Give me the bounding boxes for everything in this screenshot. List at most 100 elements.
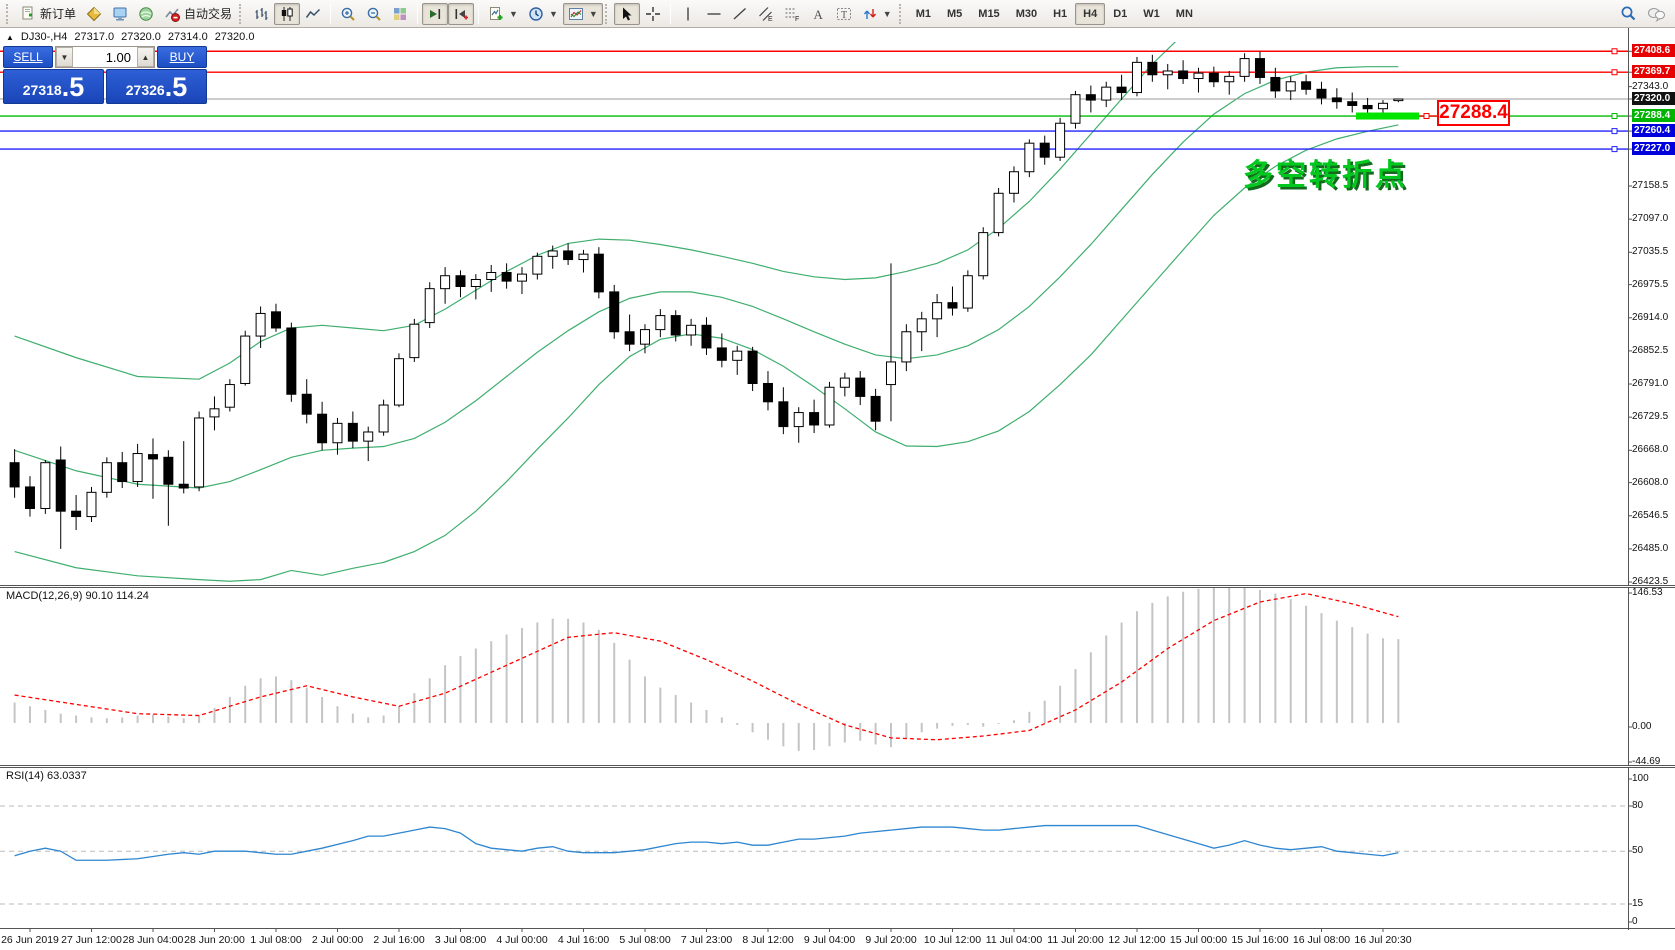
price-scale-border [1628,28,1629,930]
line-handle[interactable] [1611,146,1618,153]
equidistant-channel-button[interactable]: E [753,3,779,25]
trendline-button[interactable] [727,3,753,25]
chart-shift-button[interactable] [448,2,475,25]
chart-window: ▲ DJ30-,H4 27317.0 27320.0 27314.0 27320… [0,28,1675,950]
timeframe-m1[interactable]: M1 [915,7,931,20]
terminal-button[interactable] [107,3,133,25]
zoom-in-button[interactable] [335,3,361,25]
time-axis-label: 26 Jun 2019 [1,934,59,946]
auto-scroll-button[interactable] [422,2,449,25]
line-handle[interactable] [1611,113,1618,120]
high-value: 27320.0 [121,31,161,43]
price-tick-label: 27343.0 [1632,80,1669,92]
arrows-button[interactable]: ▼ [857,3,897,25]
periods-button[interactable]: ▼ [523,3,563,25]
time-axis-label: 8 Jul 12:00 [742,934,794,946]
text-button[interactable]: A [805,3,831,25]
search-button[interactable] [1615,3,1642,25]
templates-icon [568,7,583,20]
crosshair-button[interactable] [640,3,666,25]
volume-stepper: ▼ ▲ [55,46,155,68]
svg-text:F: F [795,16,799,22]
cursor-button[interactable] [613,2,640,25]
highlight-segment[interactable] [1356,112,1419,120]
rsi-scale-label: 50 [1632,845,1644,856]
text-label-button[interactable]: T [831,3,857,25]
timeframe-m5[interactable]: M5 [947,7,963,20]
timeframe-m30[interactable]: M30 [1015,7,1038,20]
bollinger-middle-band[interactable] [14,66,1399,489]
turning-point-annotation: 多空转折点 [1243,159,1408,192]
time-axis-label: 16 Jul 20:30 [1354,934,1412,946]
line-handle[interactable] [1611,69,1618,76]
add-indicator-button[interactable]: ▼ [483,3,523,25]
price-tick-label: 26914.0 [1632,311,1669,323]
volume-decrease-button[interactable]: ▼ [56,47,73,67]
chevron-down-icon: ▼ [509,8,518,19]
candlestick-chart-icon [281,6,293,21]
bollinger-upper-band[interactable] [14,28,1399,380]
macd-scale-label: 0.00 [1632,721,1652,732]
vertical-line-button[interactable] [675,3,701,25]
chevron-down-icon: ▼ [882,8,892,19]
price-tick-label: 26608.0 [1632,476,1669,488]
bar-chart-button[interactable] [248,3,274,25]
time-axis-label: 11 Jul 20:00 [1047,934,1104,946]
volume-input[interactable] [73,47,137,67]
toolbar-grip[interactable] [239,3,244,24]
macd-pane-splitter[interactable] [0,585,1675,588]
timeframe-h1[interactable]: H1 [1053,7,1068,20]
diamond-icon [86,6,102,21]
channel-icon: E [758,6,773,22]
metaeditor-button[interactable] [81,3,107,25]
timeframe-mn[interactable]: MN [1175,7,1193,20]
macd-signal-line[interactable] [14,592,1399,741]
macd-pane-layer [13,588,1400,751]
zoom-out-button[interactable] [361,3,387,25]
close-value: 27320.0 [214,31,255,43]
volume-increase-button[interactable]: ▲ [137,47,154,67]
timeframe-m15[interactable]: M15 [978,7,1000,20]
price-tick-label: 26546.5 [1632,509,1669,521]
callout-handle[interactable] [1423,113,1430,120]
chart-canvas[interactable] [0,28,1675,950]
time-axis[interactable]: 26 Jun 2019 27 Jun 12:00 28 Jun 04:00 28 Ju… [0,932,1675,950]
toolbar-grip[interactable] [898,3,904,24]
time-axis-label: 10 Jul 12:00 [923,934,982,946]
text-label-icon: T [836,7,851,21]
toolbar-grip[interactable] [6,3,11,24]
toolbar-grip[interactable] [604,3,610,24]
price-callout-box[interactable]: 27288.4 [1437,100,1510,126]
rsi-pane-splitter[interactable] [0,765,1675,768]
timeframe-w1[interactable]: W1 [1143,7,1160,20]
signals-button[interactable] [133,3,159,25]
price-tick-label: 26791.0 [1632,378,1669,390]
rsi-scale-label: 80 [1632,800,1644,811]
timeframe-h4[interactable]: H4 [1075,2,1106,25]
fibonacci-button[interactable]: F [779,3,805,25]
rsi-line[interactable] [14,824,1399,861]
sell-button[interactable]: SELL [3,46,53,68]
toolbar-separator [669,3,671,24]
timeframe-d1[interactable]: D1 [1113,7,1128,20]
toolbar-separator [478,3,480,24]
sell-price-box[interactable]: 27318 .5 [3,69,104,104]
price-tick-label: 26423.5 [1632,576,1669,588]
templates-button[interactable]: ▼ [562,2,603,25]
buy-price-box[interactable]: 27326 .5 [106,69,207,104]
svg-text:E: E [768,16,773,22]
price-scale[interactable]: 27343.0 27158.5 27097.0 27035.5 26975.5 26914… [1629,28,1675,930]
tile-windows-button[interactable] [387,3,413,25]
buy-button[interactable]: BUY [157,46,207,68]
price-line-label: 27227.0 [1632,142,1675,156]
autotrading-button[interactable]: 自动交易 [159,3,237,25]
horizontal-line-icon [707,12,721,15]
line-chart-button[interactable] [300,3,326,25]
candlestick-chart-button[interactable] [274,2,301,25]
chat-button[interactable] [1642,3,1671,25]
line-handle[interactable] [1611,48,1618,55]
horizontal-line-button[interactable] [701,3,727,25]
new-order-button[interactable]: 新订单 [15,3,81,25]
line-handle[interactable] [1611,128,1618,135]
time-axis-label: 11 Jul 04:00 [985,934,1043,946]
